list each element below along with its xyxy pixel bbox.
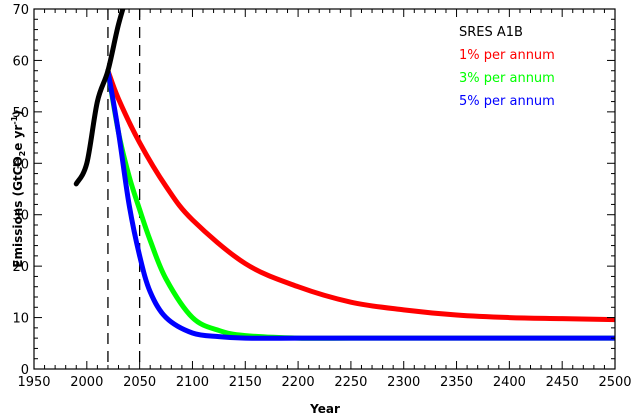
y-tick-label: 50 <box>12 106 29 121</box>
x-tick-label: 2350 <box>440 375 473 390</box>
series-line-3-per-annum <box>105 68 615 341</box>
x-tick-labels: 1950 2000 2050 2100 2150 2200 2250 2300 2350 2400… <box>17 375 631 390</box>
legend-entry: SRES A1B <box>459 25 523 40</box>
y-axis-title: Emissions (GtCO2e yr-1) <box>10 110 27 267</box>
y-tick-label: 10 <box>12 312 29 327</box>
y-axis-title-part: Emissions (GtCO <box>11 156 25 267</box>
x-tick-label: 2200 <box>282 375 315 390</box>
series-line-sres-a1b <box>73 9 126 187</box>
legend-entry: 3% per annum <box>459 71 555 86</box>
y-tick-label: 40 <box>12 157 29 172</box>
x-tick-label: 2450 <box>546 375 579 390</box>
y-tick-labels: 0 10 20 30 40 50 60 70 <box>12 3 29 378</box>
x-tick-label: 2050 <box>123 375 156 390</box>
y-axis-title-superscript: -1 <box>10 115 19 124</box>
y-tick-label: 60 <box>12 54 29 69</box>
legend-entry: 1% per annum <box>459 48 555 63</box>
y-tick-label: 70 <box>12 3 29 18</box>
series-line-1-per-annum <box>105 68 615 323</box>
y-axis-title-part: ) <box>11 110 25 115</box>
y-axis-title-subscript: 2 <box>18 151 27 157</box>
axis-ticks <box>33 8 616 370</box>
x-tick-label: 1950 <box>17 375 50 390</box>
legend: SRES A1B 1% per annum 3% per annum 5% per a… <box>459 25 555 109</box>
y-axis-title-part: e yr <box>11 125 25 151</box>
x-axis-title: Year <box>309 402 340 416</box>
series-line-5-per-annum <box>105 68 615 341</box>
x-tick-label: 2250 <box>334 375 367 390</box>
x-tick-label: 2150 <box>229 375 262 390</box>
x-tick-label: 2000 <box>70 375 103 390</box>
legend-entry: 5% per annum <box>459 94 555 109</box>
y-tick-label: 0 <box>21 363 29 378</box>
y-tick-label: 20 <box>12 260 29 275</box>
x-tick-label: 2400 <box>493 375 526 390</box>
x-tick-label: 2300 <box>387 375 420 390</box>
y-tick-label: 30 <box>12 209 29 224</box>
x-tick-label: 2500 <box>598 375 631 390</box>
plot-frame <box>33 8 616 370</box>
series-lines <box>73 9 615 341</box>
x-tick-label: 2100 <box>176 375 209 390</box>
